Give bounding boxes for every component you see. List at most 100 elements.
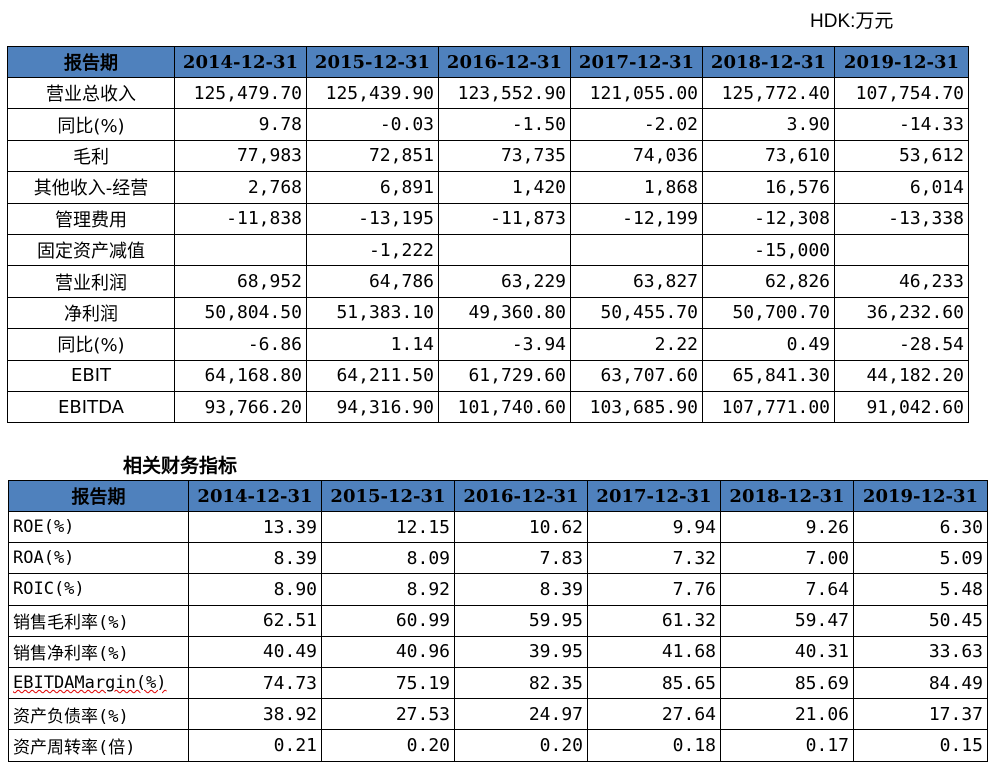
- value-cell[interactable]: [174, 233, 307, 267]
- value-cell[interactable]: 72,851: [306, 139, 439, 173]
- value-cell[interactable]: 73,735: [438, 139, 571, 173]
- header-cell[interactable]: 2016-12-31: [438, 46, 571, 78]
- value-cell[interactable]: 8.39: [188, 542, 322, 575]
- value-cell[interactable]: 40.49: [188, 635, 322, 668]
- header-cell[interactable]: 2014-12-31: [188, 480, 322, 512]
- value-cell[interactable]: 9.94: [587, 510, 721, 544]
- value-cell[interactable]: 40.31: [720, 635, 854, 668]
- value-cell[interactable]: 74,036: [570, 139, 703, 173]
- row-label-cell[interactable]: ROE(%): [8, 510, 189, 544]
- value-cell[interactable]: 59.47: [720, 604, 854, 637]
- value-cell[interactable]: 0.49: [702, 328, 835, 361]
- value-cell[interactable]: 5.09: [853, 542, 988, 575]
- value-cell[interactable]: 94,316.90: [306, 390, 439, 424]
- value-cell[interactable]: 10.62: [454, 510, 588, 544]
- value-cell[interactable]: [834, 233, 969, 267]
- value-cell[interactable]: 51,383.10: [306, 296, 439, 330]
- row-label-cell[interactable]: EBITDA: [7, 390, 175, 424]
- value-cell[interactable]: 7.00: [720, 542, 854, 575]
- value-cell[interactable]: 64,168.80: [174, 359, 307, 392]
- value-cell[interactable]: 0.17: [720, 729, 854, 762]
- value-cell[interactable]: 7.83: [454, 542, 588, 575]
- row-label-cell[interactable]: 销售毛利率(%): [8, 604, 189, 637]
- value-cell[interactable]: 107,754.70: [834, 76, 969, 110]
- value-cell[interactable]: 27.53: [321, 698, 455, 731]
- value-cell[interactable]: 82.35: [454, 666, 588, 700]
- header-cell[interactable]: 报告期: [7, 46, 175, 78]
- value-cell[interactable]: 36,232.60: [834, 296, 969, 330]
- header-cell[interactable]: 2018-12-31: [702, 46, 835, 78]
- value-cell[interactable]: -2.02: [570, 108, 703, 141]
- value-cell[interactable]: -6.86: [174, 328, 307, 361]
- value-cell[interactable]: 40.96: [321, 635, 455, 668]
- value-cell[interactable]: 41.68: [587, 635, 721, 668]
- value-cell[interactable]: 46,233: [834, 265, 969, 298]
- header-cell[interactable]: 2019-12-31: [834, 46, 969, 78]
- header-cell[interactable]: 报告期: [8, 480, 189, 512]
- value-cell[interactable]: 7.76: [587, 573, 721, 606]
- value-cell[interactable]: -12,199: [570, 202, 703, 235]
- value-cell[interactable]: 93,766.20: [174, 390, 307, 424]
- row-label-cell[interactable]: 管理费用: [7, 202, 175, 235]
- value-cell[interactable]: 63,229: [438, 265, 571, 298]
- value-cell[interactable]: -13,338: [834, 202, 969, 235]
- value-cell[interactable]: 5.48: [853, 573, 988, 606]
- value-cell[interactable]: 123,552.90: [438, 76, 571, 110]
- value-cell[interactable]: 65,841.30: [702, 359, 835, 392]
- value-cell[interactable]: 85.65: [587, 666, 721, 700]
- row-label-cell[interactable]: ROA(%): [8, 542, 189, 575]
- value-cell[interactable]: 0.20: [321, 729, 455, 762]
- value-cell[interactable]: 68,952: [174, 265, 307, 298]
- value-cell[interactable]: 12.15: [321, 510, 455, 544]
- value-cell[interactable]: 63,827: [570, 265, 703, 298]
- value-cell[interactable]: -13,195: [306, 202, 439, 235]
- value-cell[interactable]: 1.14: [306, 328, 439, 361]
- value-cell[interactable]: -1.50: [438, 108, 571, 141]
- value-cell[interactable]: 39.95: [454, 635, 588, 668]
- value-cell[interactable]: -1,222: [306, 233, 439, 267]
- value-cell[interactable]: 74.73: [188, 666, 322, 700]
- value-cell[interactable]: -3.94: [438, 328, 571, 361]
- value-cell[interactable]: 24.97: [454, 698, 588, 731]
- row-label-cell[interactable]: 同比(%): [7, 328, 175, 361]
- value-cell[interactable]: 1,420: [438, 171, 571, 204]
- value-cell[interactable]: 63,707.60: [570, 359, 703, 392]
- row-label-cell[interactable]: 其他收入-经营: [7, 171, 175, 204]
- value-cell[interactable]: [570, 233, 703, 267]
- value-cell[interactable]: 0.20: [454, 729, 588, 762]
- value-cell[interactable]: 62.51: [188, 604, 322, 637]
- row-label-cell[interactable]: 同比(%): [7, 108, 175, 141]
- value-cell[interactable]: 62,826: [702, 265, 835, 298]
- value-cell[interactable]: 27.64: [587, 698, 721, 731]
- value-cell[interactable]: 59.95: [454, 604, 588, 637]
- value-cell[interactable]: 17.37: [853, 698, 988, 731]
- value-cell[interactable]: 0.21: [188, 729, 322, 762]
- header-cell[interactable]: 2015-12-31: [306, 46, 439, 78]
- value-cell[interactable]: 121,055.00: [570, 76, 703, 110]
- value-cell[interactable]: -15,000: [702, 233, 835, 267]
- header-cell[interactable]: 2017-12-31: [570, 46, 703, 78]
- row-label-cell[interactable]: 营业利润: [7, 265, 175, 298]
- value-cell[interactable]: 64,786: [306, 265, 439, 298]
- value-cell[interactable]: 2,768: [174, 171, 307, 204]
- value-cell[interactable]: -11,838: [174, 202, 307, 235]
- header-cell[interactable]: 2017-12-31: [587, 480, 721, 512]
- value-cell[interactable]: 9.78: [174, 108, 307, 141]
- value-cell[interactable]: 60.99: [321, 604, 455, 637]
- value-cell[interactable]: 0.15: [853, 729, 988, 762]
- value-cell[interactable]: 49,360.80: [438, 296, 571, 330]
- value-cell[interactable]: 125,439.90: [306, 76, 439, 110]
- row-label-cell[interactable]: 毛利: [7, 139, 175, 173]
- value-cell[interactable]: 103,685.90: [570, 390, 703, 424]
- value-cell[interactable]: 9.26: [720, 510, 854, 544]
- value-cell[interactable]: 125,479.70: [174, 76, 307, 110]
- value-cell[interactable]: -14.33: [834, 108, 969, 141]
- header-cell[interactable]: 2014-12-31: [174, 46, 307, 78]
- value-cell[interactable]: 8.92: [321, 573, 455, 606]
- row-label-cell[interactable]: 资产负债率(%): [8, 698, 189, 731]
- value-cell[interactable]: 85.69: [720, 666, 854, 700]
- value-cell[interactable]: 75.19: [321, 666, 455, 700]
- value-cell[interactable]: 61.32: [587, 604, 721, 637]
- value-cell[interactable]: 84.49: [853, 666, 988, 700]
- value-cell[interactable]: 107,771.00: [702, 390, 835, 424]
